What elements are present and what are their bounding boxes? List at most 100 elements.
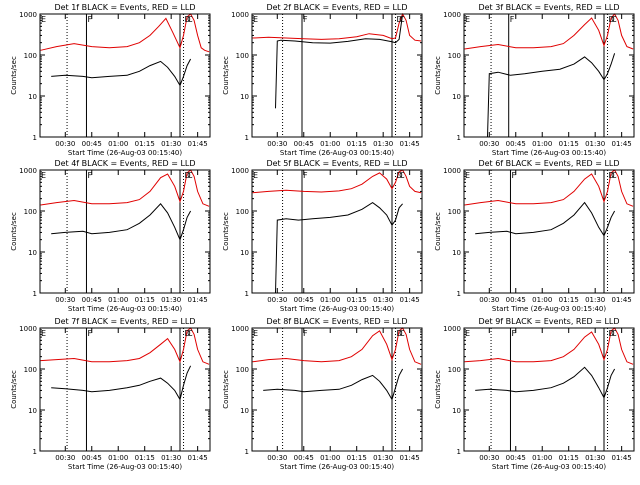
- series-line-lld: [252, 327, 422, 365]
- event-marker-label: F: [511, 171, 516, 180]
- y-tick-label: 1: [33, 134, 37, 142]
- series-line-events: [487, 53, 616, 138]
- x-tick-label: 01:00: [320, 140, 340, 148]
- event-marker-label: F: [303, 15, 308, 24]
- event-marker-label: F: [510, 15, 515, 24]
- event-marker-label: C: [611, 15, 617, 24]
- x-tick-label: 00:30: [267, 140, 287, 148]
- x-tick-label: 00:30: [267, 296, 287, 304]
- x-tick-label: 01:00: [320, 296, 340, 304]
- series-line-lld: [252, 169, 422, 194]
- x-tick-label: 01:30: [373, 454, 393, 462]
- event-marker-label: F: [87, 329, 92, 338]
- chart-title: Det 1f BLACK = Events, RED = LLD: [54, 3, 195, 12]
- event-marker-label: C: [187, 171, 193, 180]
- series-line-lld: [40, 169, 210, 207]
- chart-panel-det-7f: Det 7f BLACK = Events, RED = LLD E F DC 1 10 1…: [10, 317, 211, 471]
- event-marker-label: D: [609, 15, 615, 24]
- x-tick-label: 01:30: [585, 454, 605, 462]
- event-marker-label: F: [511, 329, 516, 338]
- x-tick-label: 01:30: [161, 296, 181, 304]
- chart-title: Det 5f BLACK = Events, RED = LLD: [266, 159, 407, 168]
- x-tick-label: 00:30: [479, 140, 499, 148]
- event-marker-label: E: [41, 171, 46, 180]
- event-marker-label: C: [611, 171, 617, 180]
- chart-title: Det 4f BLACK = Events, RED = LLD: [54, 159, 195, 168]
- event-marker-label: D: [185, 329, 191, 338]
- x-tick-label: 01:30: [373, 296, 393, 304]
- series-line-lld: [464, 13, 634, 50]
- x-tick-label: 01:15: [559, 296, 579, 304]
- series-line-events: [263, 368, 404, 401]
- event-marker-label: F: [303, 171, 308, 180]
- x-tick-label: 00:45: [294, 296, 314, 304]
- x-axis-label: Start Time (26-Aug-03 00:15:40): [68, 463, 182, 471]
- x-tick-label: 01:15: [135, 296, 155, 304]
- series-line-events: [275, 201, 403, 294]
- y-tick-label: 10: [28, 407, 37, 415]
- x-axis-label: Start Time (26-Aug-03 00:15:40): [68, 149, 182, 157]
- x-tick-label: 00:30: [55, 140, 75, 148]
- y-tick-label: 1000: [19, 167, 37, 175]
- event-marker-label: C: [611, 329, 617, 338]
- event-marker-label: E: [253, 15, 258, 24]
- x-tick-label: 01:15: [347, 454, 367, 462]
- chart-panel-det-6f: Det 6f BLACK = Events, RED = LLD E F DC 1 10 1…: [434, 159, 635, 313]
- x-tick-label: 01:45: [188, 140, 208, 148]
- x-tick-label: 01:45: [400, 296, 420, 304]
- event-marker-label: E: [41, 15, 46, 24]
- chart-title: Det 3f BLACK = Events, RED = LLD: [478, 3, 619, 12]
- event-marker-label: E: [253, 171, 258, 180]
- y-tick-label: 1: [33, 290, 37, 298]
- event-marker-label: C: [187, 15, 193, 24]
- chart-panel-det-2f: Det 2f BLACK = Events, RED = LLD E F DC 1 10 1…: [222, 3, 423, 157]
- y-axis-label: Counts/sec: [10, 370, 18, 409]
- x-tick-label: 01:30: [161, 140, 181, 148]
- chart-title: Det 7f BLACK = Events, RED = LLD: [54, 317, 195, 326]
- chart-panel-det-4f: Det 4f BLACK = Events, RED = LLD E F DC 1 10 1…: [10, 159, 211, 313]
- y-tick-label: 10: [28, 93, 37, 101]
- x-axis-label: Start Time (26-Aug-03 00:15:40): [280, 305, 394, 313]
- series-line-lld: [464, 327, 634, 365]
- plot-frame: [463, 327, 635, 452]
- x-tick-label: 00:45: [506, 140, 526, 148]
- x-tick-label: 01:15: [559, 140, 579, 148]
- y-axis-label: Counts/sec: [222, 370, 230, 409]
- event-marker-label: F: [87, 171, 92, 180]
- y-tick-label: 1: [245, 448, 249, 456]
- y-tick-label: 100: [448, 208, 461, 216]
- chart-panel-det-5f: Det 5f BLACK = Events, RED = LLD E F DC 1 10 1…: [222, 159, 423, 313]
- y-tick-label: 1000: [443, 167, 461, 175]
- series-line-events: [475, 201, 616, 237]
- plot-frame: [251, 327, 423, 452]
- y-tick-label: 10: [452, 407, 461, 415]
- series-line-lld: [464, 169, 634, 207]
- event-marker-label: D: [609, 329, 615, 338]
- event-marker-label: C: [187, 329, 193, 338]
- y-tick-label: 10: [240, 407, 249, 415]
- event-marker-label: D: [609, 171, 615, 180]
- event-marker-label: D: [397, 329, 403, 338]
- chart-panel-det-1f: Det 1f BLACK = Events, RED = LLD E F DC 1 10 1…: [10, 3, 211, 157]
- y-tick-label: 1000: [19, 11, 37, 19]
- series-line-lld: [40, 13, 210, 53]
- series-line-events: [275, 13, 404, 109]
- event-marker-label: E: [465, 329, 470, 338]
- y-tick-label: 1000: [443, 325, 461, 333]
- y-tick-label: 1000: [231, 325, 249, 333]
- plot-frame: [463, 169, 635, 294]
- y-axis-label: Counts/sec: [10, 56, 18, 95]
- y-tick-label: 1000: [231, 11, 249, 19]
- y-tick-label: 1: [245, 290, 249, 298]
- x-axis-label: Start Time (26-Aug-03 00:15:40): [280, 463, 394, 471]
- series-line-events: [51, 58, 192, 87]
- plot-frame: [39, 327, 211, 452]
- x-tick-label: 00:45: [82, 140, 102, 148]
- x-tick-label: 01:00: [532, 454, 552, 462]
- x-tick-label: 01:45: [612, 296, 632, 304]
- y-tick-label: 100: [24, 208, 37, 216]
- y-tick-label: 1: [457, 448, 461, 456]
- x-tick-label: 01:45: [612, 454, 632, 462]
